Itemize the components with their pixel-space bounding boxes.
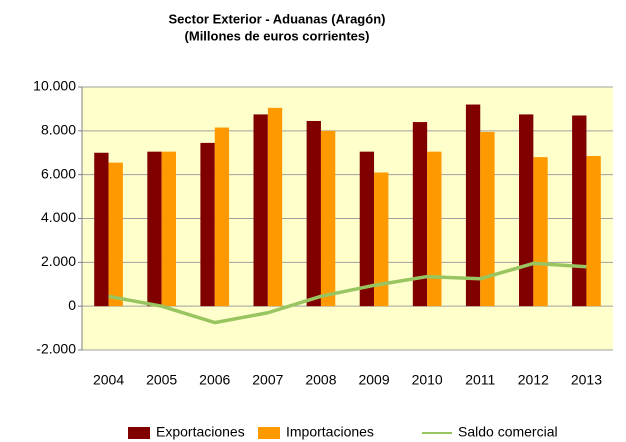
bar bbox=[214, 127, 230, 307]
bar bbox=[108, 162, 123, 307]
bar bbox=[359, 151, 375, 307]
bar bbox=[374, 172, 389, 307]
legend-label: Importaciones bbox=[286, 424, 374, 440]
x-tick-label: 2010 bbox=[412, 372, 443, 388]
line-series bbox=[108, 261, 587, 325]
bar bbox=[267, 107, 283, 307]
legend-swatch bbox=[258, 427, 280, 439]
legend-label: Exportaciones bbox=[156, 424, 245, 440]
bar bbox=[94, 152, 109, 307]
x-tick-label: 2012 bbox=[518, 372, 549, 388]
bar bbox=[412, 122, 428, 307]
legend-swatch bbox=[128, 427, 150, 439]
x-tick-label: 2006 bbox=[199, 372, 230, 388]
x-tick-label: 2007 bbox=[252, 372, 283, 388]
y-tick-label: 4.000 bbox=[41, 209, 76, 225]
bar bbox=[320, 130, 336, 307]
y-tick-label: 2.000 bbox=[41, 253, 76, 269]
y-tick-label: -2.000 bbox=[36, 341, 76, 357]
bar bbox=[586, 156, 601, 307]
bar bbox=[200, 142, 215, 307]
bar bbox=[253, 114, 268, 307]
chart-title: Sector Exterior - Aduanas (Aragón) bbox=[169, 11, 386, 26]
bar bbox=[147, 151, 162, 307]
bar bbox=[427, 151, 442, 307]
x-tick-label: 2011 bbox=[465, 372, 495, 388]
x-tick-label: 2008 bbox=[305, 372, 336, 388]
bar bbox=[306, 120, 321, 307]
bar bbox=[572, 115, 587, 307]
x-tick-label: 2005 bbox=[146, 372, 177, 388]
bar bbox=[480, 131, 495, 307]
y-tick-label: 6.000 bbox=[41, 165, 76, 181]
x-tick-label: 2013 bbox=[571, 372, 602, 388]
chart-subtitle: (Millones de euros corrientes) bbox=[185, 28, 370, 43]
y-tick-label: 0 bbox=[68, 297, 76, 313]
x-tick-label: 2009 bbox=[358, 372, 389, 388]
bar bbox=[465, 104, 481, 307]
bar bbox=[519, 114, 534, 307]
bar bbox=[161, 151, 176, 307]
x-tick-label: 2004 bbox=[93, 372, 124, 388]
y-tick-label: 8.000 bbox=[41, 122, 76, 138]
bar bbox=[533, 157, 548, 307]
y-tick-label: 10.000 bbox=[33, 78, 76, 94]
legend-label: Saldo comercial bbox=[458, 424, 558, 440]
